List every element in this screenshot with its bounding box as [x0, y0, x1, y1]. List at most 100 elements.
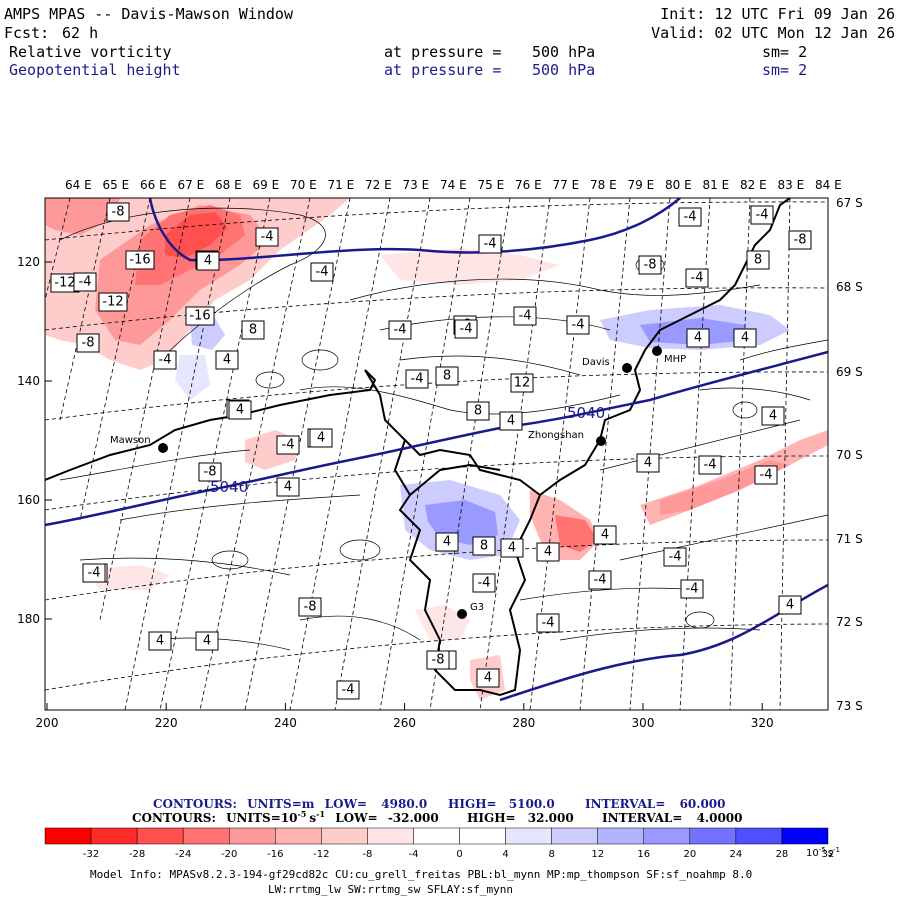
svg-text:-4: -4	[88, 566, 101, 581]
latitude-label: 73 S	[836, 699, 863, 713]
map-content: -8 -12 -8 -16 -4 -12 -8 -16 -4 8 4 -4 -8 -4 -4 -4 8 12 8 4 -…	[45, 198, 828, 710]
colorbar-swatch	[413, 827, 460, 845]
colorbar-tick-label: 4	[502, 849, 508, 860]
svg-text:-8: -8	[304, 600, 317, 615]
vorticity-label: -4	[588, 570, 612, 590]
colorbar-unit: 10-5 s-1	[806, 846, 840, 859]
colorbar-swatch	[505, 827, 552, 845]
vorticity-label: -4	[388, 320, 412, 340]
x-tick-label: 280	[512, 716, 535, 730]
vorticity-label: 4	[536, 542, 560, 562]
svg-text:-4: -4	[760, 468, 773, 483]
height-contour-labels: 5040 5040	[210, 404, 605, 496]
vorticity-label: -8	[638, 255, 662, 275]
field2-level-text: at pressure =	[384, 61, 501, 79]
vorticity-label: -4	[478, 234, 502, 254]
vorticity-label: -4	[73, 272, 97, 292]
vorticity-label: -4	[276, 435, 300, 455]
vorticity-contour-labels: -8 -12 -8 -16 -4 -12 -8 -16 -4 8 4 -4 -8 -4 -4 -4 8 12 8 4 -…	[50, 202, 812, 700]
colorbar-swatch	[182, 827, 230, 845]
svg-text:4: 4	[694, 331, 702, 346]
longitude-label: 75 E	[478, 178, 505, 192]
vorticity-label: -8	[788, 230, 812, 250]
latitude-label: 70 S	[836, 448, 863, 462]
colorbar-swatch	[459, 827, 506, 845]
svg-text:-8: -8	[432, 653, 445, 668]
colorbar-tick-label: 20	[683, 849, 696, 860]
map-title: AMPS MPAS -- Davis-Mawson Window	[4, 5, 294, 23]
svg-text:8: 8	[443, 369, 451, 384]
vorticity-label: -4	[255, 227, 279, 247]
x-tick-label: 240	[274, 716, 297, 730]
longitude-label: 81 E	[703, 178, 730, 192]
longitude-label: 65 E	[103, 178, 130, 192]
vorticity-label: -4	[472, 573, 496, 593]
colorbar-tick-label: -16	[267, 849, 283, 860]
svg-text:4: 4	[204, 254, 212, 269]
svg-text:4: 4	[236, 403, 244, 418]
svg-text:-12: -12	[102, 295, 123, 310]
svg-text:4: 4	[769, 409, 777, 424]
svg-text:4: 4	[786, 598, 794, 613]
x-tick-label: 220	[155, 716, 178, 730]
colorbar-swatch	[643, 827, 691, 845]
colorbar-swatch	[275, 827, 322, 845]
model-info-line2: LW:rrtmg_lw SW:rrtmg_sw SFLAY:sf_mynn	[268, 883, 513, 896]
svg-text:12: 12	[514, 376, 531, 391]
y-tick-label: 120	[17, 255, 40, 269]
height-label: 5040	[210, 478, 248, 496]
vorticity-legend-line: CONTOURS: UNITS=10-5 s-1 LOW= -32.000 HIG…	[132, 806, 743, 825]
colorbar-tick-label: 32	[822, 849, 835, 860]
svg-text:4: 4	[484, 671, 492, 686]
longitude-labels: 64 E 65 E 66 E 67 E 68 E 69 E 70 E 71 E 72 E 73 E…	[65, 178, 842, 192]
svg-text:4: 4	[601, 528, 609, 543]
svg-text:-4: -4	[519, 309, 532, 324]
colorbar-swatch	[551, 827, 598, 845]
vorticity-label: 4	[733, 328, 757, 348]
vorticity-label: -8	[198, 462, 222, 482]
station-dot-davis	[622, 363, 632, 373]
colorbar-tick-label: -4	[408, 849, 418, 860]
vorticity-label: 4	[778, 595, 802, 615]
colorbar-tick-label: -12	[313, 849, 329, 860]
latitude-label: 69 S	[836, 365, 863, 379]
vorticity-label: 4	[215, 350, 239, 370]
vorticity-label: -4	[82, 563, 106, 583]
vorticity-label: -8	[106, 202, 130, 222]
svg-text:-4: -4	[316, 265, 329, 280]
svg-text:-4: -4	[594, 573, 607, 588]
svg-text:-12: -12	[54, 276, 75, 291]
latitude-label: 71 S	[836, 532, 863, 546]
svg-text:-4: -4	[691, 271, 704, 286]
colorbar-tick-label: 0	[456, 849, 462, 860]
svg-text:-8: -8	[644, 258, 657, 273]
vorticity-label: -4	[750, 205, 774, 225]
forecast-hours: 62 h	[62, 24, 98, 42]
longitude-label: 76 E	[515, 178, 542, 192]
svg-text:-4: -4	[542, 616, 555, 631]
field2-level: 500 hPa	[532, 61, 595, 79]
vorticity-label: -4	[153, 350, 177, 370]
vorticity-label: -4	[680, 579, 704, 599]
vorticity-label: -8	[298, 597, 322, 617]
x-tick-label: 260	[393, 716, 416, 730]
svg-text:4: 4	[544, 545, 552, 560]
colorbar-tick-label: 24	[730, 849, 743, 860]
vorticity-label: -4	[536, 613, 560, 633]
station-label-mawson: Mawson	[110, 435, 151, 446]
vorticity-shading	[45, 198, 828, 700]
svg-text:-4: -4	[282, 438, 295, 453]
colorbar-tick-label: 16	[637, 849, 650, 860]
longitude-label: 82 E	[740, 178, 767, 192]
vorticity-label: 4	[476, 668, 500, 688]
colorbar-tick-label: -28	[129, 849, 145, 860]
station-label-mhp: MHP	[664, 354, 686, 365]
vorticity-label: 8	[472, 536, 496, 556]
x-tick-label: 300	[632, 716, 655, 730]
map-panel: -8 -12 -8 -16 -4 -12 -8 -16 -4 8 4 -4 -8 -4 -4 -4 8 12 8 4 -…	[44, 197, 829, 711]
svg-text:-8: -8	[82, 336, 95, 351]
svg-text:4: 4	[443, 535, 451, 550]
colorbar-swatch	[321, 827, 368, 845]
longitude-label: 77 E	[553, 178, 580, 192]
svg-text:4: 4	[156, 634, 164, 649]
